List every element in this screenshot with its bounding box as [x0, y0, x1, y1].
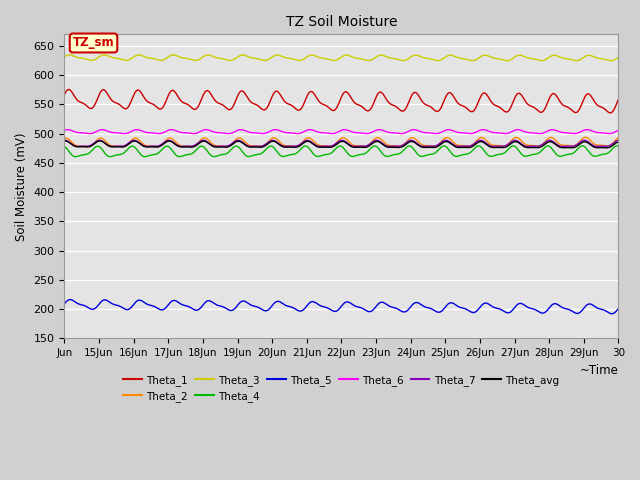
Theta_7	[614, 137, 622, 143]
Theta_4	[398, 149, 406, 155]
Theta_7	[420, 144, 428, 149]
Theta_2	[581, 134, 589, 140]
Theta_4	[614, 143, 622, 149]
Line: Theta_2: Theta_2	[65, 137, 618, 147]
Theta_6	[565, 130, 573, 136]
Theta_7	[303, 137, 311, 143]
Theta_1	[614, 96, 622, 102]
Line: Theta_1: Theta_1	[65, 89, 618, 113]
Theta_avg	[234, 138, 242, 144]
Theta_avg	[61, 138, 68, 144]
Theta_avg	[565, 145, 573, 151]
Theta_4	[61, 144, 68, 149]
Y-axis label: Soil Moisture (mV): Soil Moisture (mV)	[15, 132, 28, 240]
Theta_2	[565, 143, 573, 148]
Theta_4	[565, 151, 573, 157]
Theta_3	[607, 58, 615, 64]
Theta_5	[234, 302, 242, 308]
Theta_1	[607, 110, 614, 116]
Theta_avg	[469, 144, 477, 149]
Theta_3	[614, 54, 622, 60]
Theta_3	[296, 58, 303, 63]
Theta_2	[84, 144, 92, 150]
Theta_1	[65, 86, 73, 92]
Theta_avg	[603, 145, 611, 151]
Theta_5	[565, 307, 573, 312]
Theta_4	[234, 144, 242, 149]
Theta_7	[233, 138, 241, 144]
Theta_5	[607, 311, 615, 317]
Theta_6	[294, 131, 302, 136]
Theta_5	[372, 304, 380, 310]
Theta_4	[72, 154, 80, 159]
Theta_1	[234, 93, 242, 98]
Theta_2	[398, 143, 406, 149]
Theta_5	[398, 309, 406, 314]
Theta_1	[372, 96, 380, 101]
Theta_6	[469, 131, 477, 136]
Theta_6	[614, 127, 622, 133]
Theta_2	[234, 135, 242, 141]
Text: TZ_sm: TZ_sm	[73, 36, 115, 49]
Theta_7	[470, 141, 477, 147]
Theta_1	[296, 108, 303, 113]
Line: Theta_4: Theta_4	[65, 146, 618, 156]
Theta_7	[61, 137, 68, 143]
Theta_1	[565, 105, 573, 110]
Theta_6	[397, 131, 405, 136]
Theta_7	[372, 138, 380, 144]
Theta_3	[469, 58, 477, 63]
Theta_4	[372, 143, 380, 149]
Theta_7	[566, 144, 573, 149]
Theta_1	[469, 108, 477, 114]
Theta_6	[445, 127, 452, 132]
Theta_4	[469, 147, 477, 153]
Line: Theta_avg: Theta_avg	[65, 141, 618, 148]
Theta_avg	[61, 138, 69, 144]
Theta_5	[67, 297, 74, 302]
Theta_3	[372, 55, 380, 60]
Theta_4	[614, 143, 621, 149]
Line: Theta_3: Theta_3	[65, 55, 618, 61]
Theta_5	[296, 308, 303, 314]
Theta_5	[614, 306, 622, 312]
Theta_2	[614, 135, 622, 141]
Theta_3	[65, 52, 73, 58]
Theta_4	[296, 148, 303, 154]
Theta_avg	[296, 144, 303, 149]
Theta_2	[372, 135, 380, 141]
Theta_7	[294, 143, 302, 148]
Legend: Theta_1, Theta_2, Theta_3, Theta_4, Theta_5, Theta_6, Theta_7, Theta_avg: Theta_1, Theta_2, Theta_3, Theta_4, Thet…	[119, 371, 564, 406]
Theta_7	[398, 143, 406, 148]
Theta_6	[233, 128, 241, 133]
Theta_3	[61, 54, 68, 60]
Theta_5	[61, 301, 68, 307]
Theta_6	[371, 128, 378, 134]
Theta_6	[61, 127, 68, 133]
Theta_1	[61, 92, 68, 97]
Theta_6	[571, 131, 579, 136]
Theta_3	[398, 58, 406, 63]
Theta_3	[565, 56, 573, 62]
Theta_1	[398, 108, 406, 114]
Title: TZ Soil Moisture: TZ Soil Moisture	[285, 15, 397, 29]
Theta_3	[234, 54, 242, 60]
Line: Theta_6: Theta_6	[65, 130, 618, 133]
Theta_avg	[614, 139, 622, 145]
Theta_2	[469, 142, 477, 148]
Theta_5	[469, 310, 477, 315]
Theta_avg	[372, 139, 380, 144]
X-axis label: ~Time: ~Time	[580, 363, 618, 377]
Theta_2	[296, 143, 303, 148]
Theta_2	[61, 136, 68, 142]
Line: Theta_7: Theta_7	[65, 140, 618, 146]
Theta_avg	[398, 144, 406, 150]
Line: Theta_5: Theta_5	[65, 300, 618, 314]
